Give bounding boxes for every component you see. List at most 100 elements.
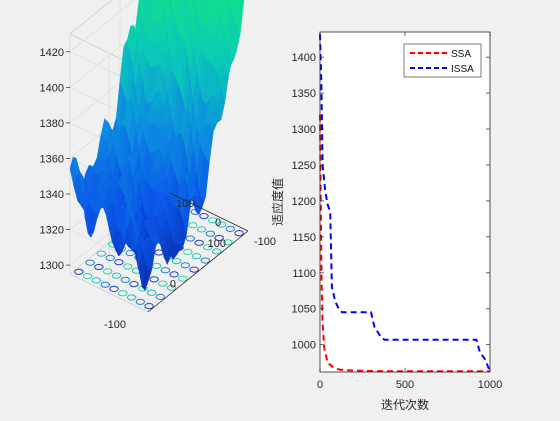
contour-ring [100, 281, 110, 288]
y-tick-label: 1000 [292, 340, 316, 352]
contour-ring [109, 285, 119, 292]
contour-ring [225, 225, 236, 232]
contour-ring [194, 239, 204, 246]
series-line-issa [319, 34, 491, 372]
y-tick-label: -100 [104, 319, 126, 331]
contour-ring [118, 290, 128, 297]
x-tick-label: 0 [215, 217, 221, 229]
z-tick-label: 1380 [40, 118, 64, 130]
legend-box [403, 43, 482, 78]
surface-y-ticks: 100 0 -100 [104, 238, 226, 331]
y-tick-label: 1400 [292, 52, 316, 64]
surface-mesh [69, 0, 245, 291]
surface-z-ticks: 1300 1320 1340 1360 1380 1400 1420 [40, 47, 70, 272]
surface-facet [229, 0, 234, 8]
contour-ring [208, 217, 218, 224]
contour-ring [166, 284, 177, 291]
contour-ring [114, 259, 124, 266]
y-tick-label: 1250 [292, 160, 316, 172]
legend: SSA ISSA [403, 43, 482, 78]
contour-ring [126, 294, 137, 301]
contour-ring [211, 248, 222, 255]
y-tick-label: 1300 [292, 124, 316, 136]
surface-facet [162, 0, 166, 5]
contour-ring [185, 235, 196, 242]
z-tick-label: 1420 [40, 47, 64, 59]
contour-ring [83, 273, 93, 280]
legend-issa-label: ISSA [451, 64, 474, 75]
surface-facet [171, 0, 176, 13]
contour-ring [158, 280, 168, 287]
x-tick-label: 500 [396, 379, 414, 391]
y-tick-label: 0 [170, 279, 176, 291]
contour-ring [123, 263, 133, 270]
contour-ring [129, 281, 139, 288]
convergence-y-label: 适应度值 [270, 178, 285, 226]
contour-ring [216, 221, 227, 228]
z-tick-label: 1360 [40, 153, 64, 165]
convergence-x-ticks: 0 500 1000 [317, 32, 502, 391]
axis-front-edge [147, 230, 249, 313]
legend-ssa-label: SSA [451, 49, 471, 60]
contour-ring [189, 266, 199, 273]
contour-ring [155, 293, 166, 300]
surface-facet [139, 0, 145, 20]
x-tick-label: 0 [317, 379, 323, 391]
contour-ring [144, 303, 154, 310]
contour-ring [125, 250, 135, 257]
x-tick-label: -100 [254, 236, 276, 248]
surface-facet [196, 0, 203, 21]
contour-ring [191, 253, 202, 260]
contour-ring [171, 258, 182, 265]
convergence-plot-area [320, 32, 490, 372]
contour-ring [74, 268, 84, 275]
contour-ring [180, 262, 191, 269]
convergence-x-label: 迭代次数 [381, 397, 429, 412]
contour-ring [146, 289, 157, 296]
surface-facet [151, 0, 157, 29]
axis-box-edge [69, 0, 113, 35]
contour-ring [169, 271, 179, 278]
surface-facet [219, 0, 224, 8]
contour-ring [151, 262, 162, 269]
contour-ring [200, 257, 211, 264]
contour-ring [154, 249, 164, 256]
contour-ring [203, 244, 213, 251]
contour-ring [199, 213, 209, 220]
contour-ring [178, 275, 188, 282]
contour-ring [234, 230, 244, 237]
contour-ring [205, 230, 216, 237]
y-tick-label: 100 [208, 238, 226, 250]
z-tick-label: 1320 [40, 225, 64, 237]
contour-ring [111, 272, 122, 279]
y-tick-label: 1350 [292, 88, 316, 100]
y-tick-label: 1100 [292, 268, 316, 280]
y-tick-label: 1200 [292, 196, 316, 208]
convergence-y-ticks: 1000 1050 1100 1150 1200 1250 1300 1350 1400 [292, 52, 490, 352]
contour-ring [135, 298, 146, 305]
y-tick-label: 1050 [292, 304, 316, 316]
z-tick-label: 1400 [40, 82, 64, 94]
contour-ring [149, 276, 159, 283]
contour-ring [105, 254, 115, 261]
axis-front-edge [169, 192, 249, 232]
x-tick-label: 1000 [478, 379, 502, 391]
contour-ring [160, 267, 171, 274]
contour-ring [91, 277, 102, 284]
contour-ring [214, 234, 224, 242]
z-tick-label: 1340 [40, 189, 64, 201]
contour-ring [96, 250, 107, 257]
contour-ring [120, 276, 131, 283]
contour-ring [85, 259, 95, 266]
y-tick-label: 1150 [292, 232, 316, 244]
convergence-series [319, 34, 491, 373]
contour-ring [94, 263, 104, 271]
contour-ring [103, 268, 113, 275]
contour-ring [188, 222, 198, 229]
z-tick-label: 1300 [40, 260, 64, 272]
x-tick-label: 100 [176, 198, 194, 210]
contour-ring [223, 239, 233, 246]
surface-x-ticks: -100 0 100 [176, 198, 276, 248]
